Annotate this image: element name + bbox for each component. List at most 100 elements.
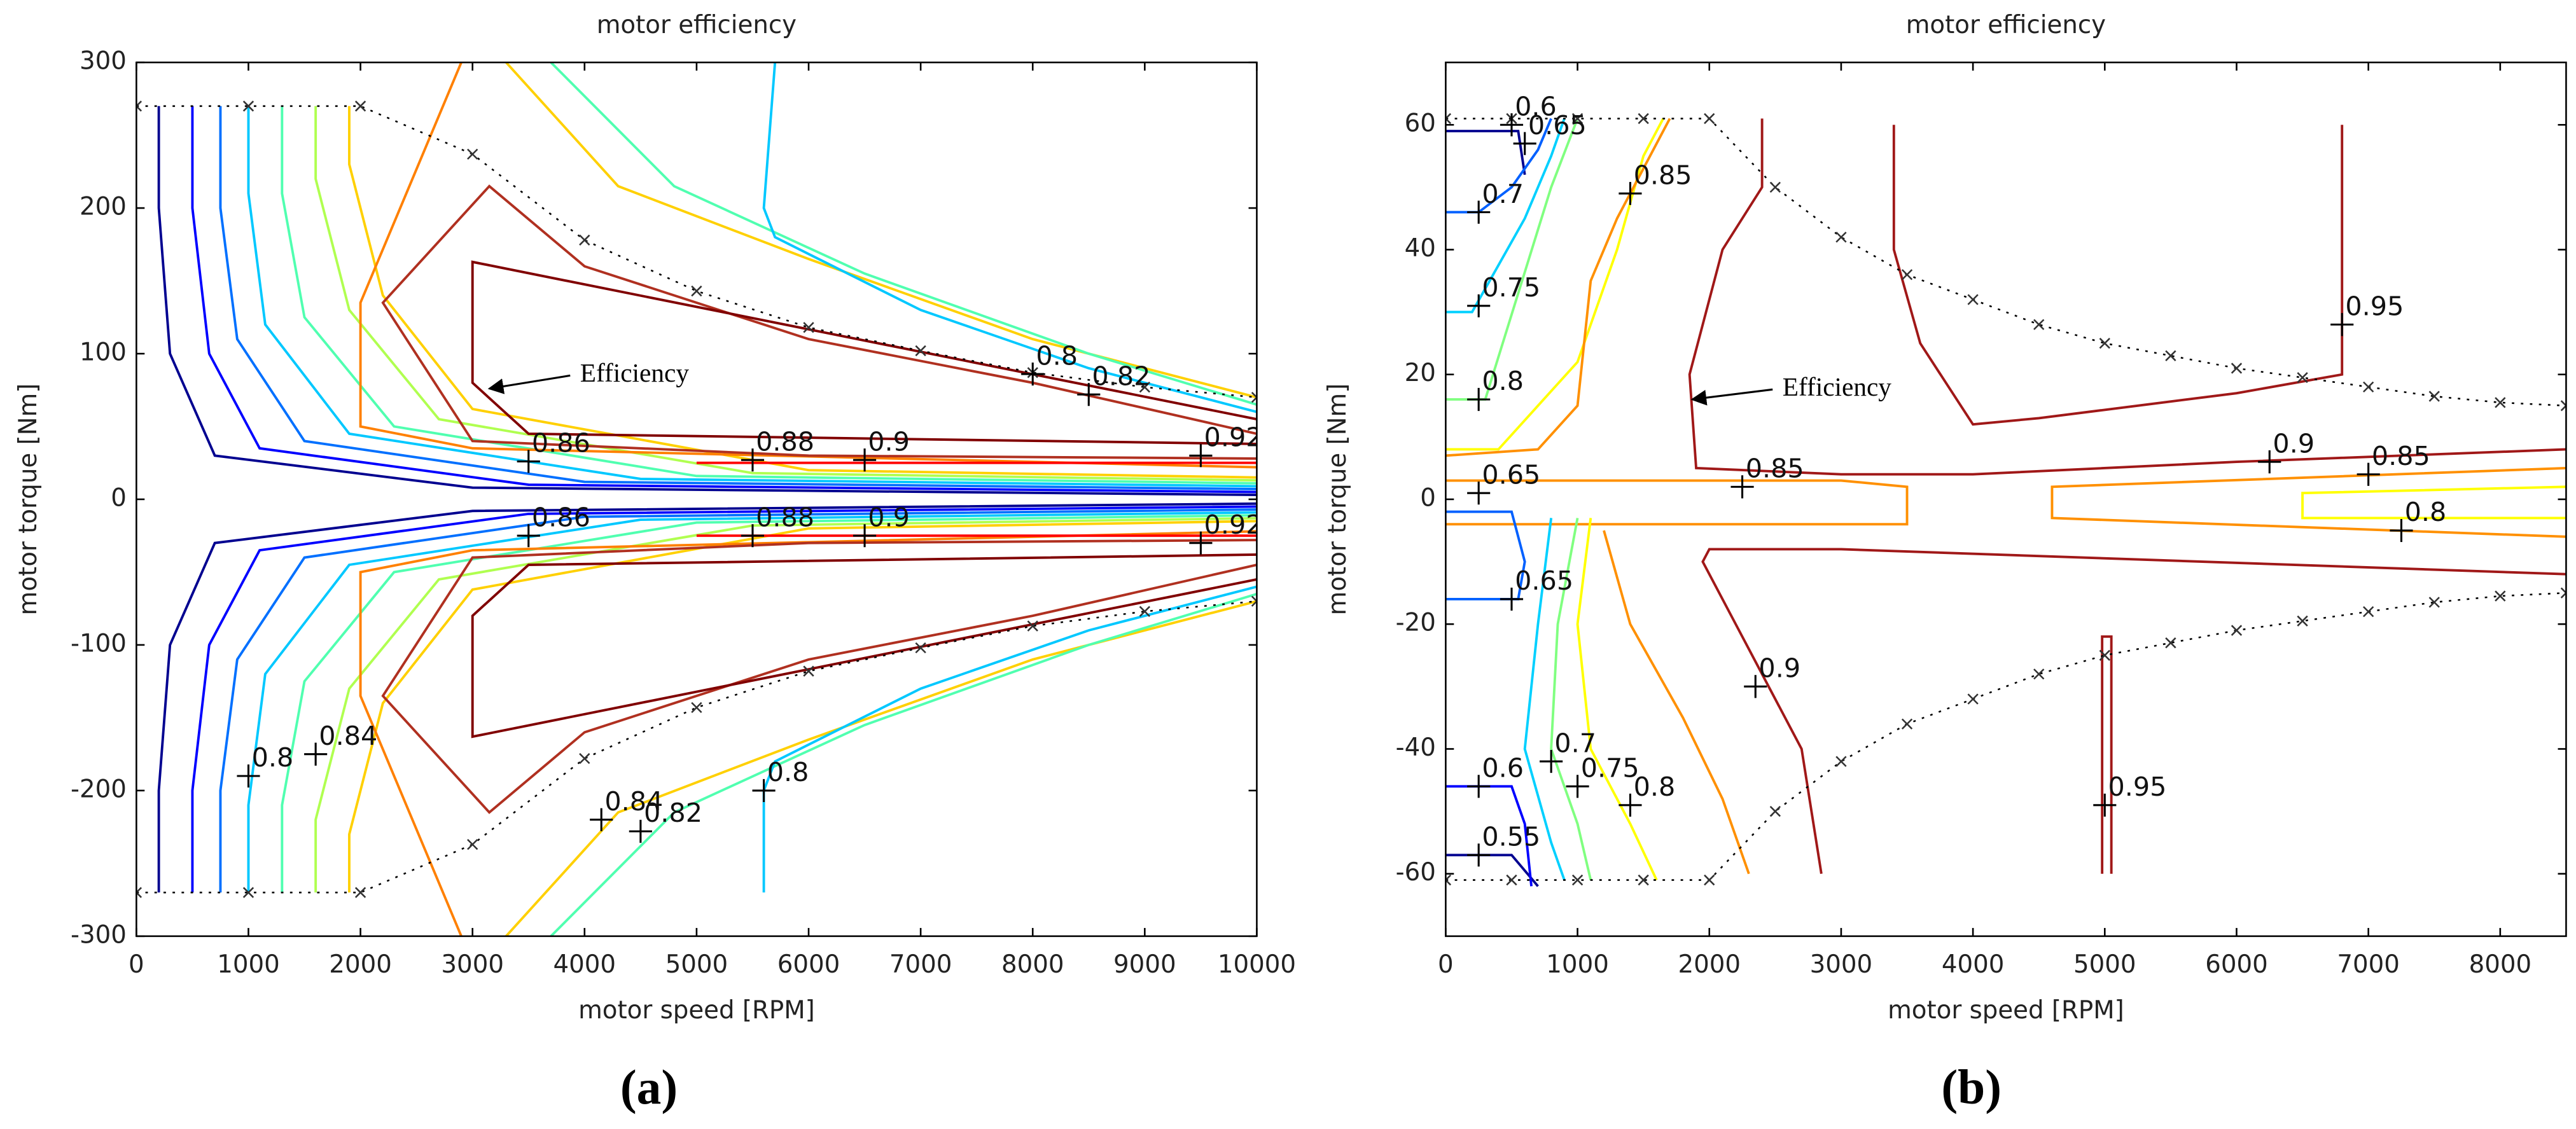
max-torque-marker (1139, 382, 1150, 393)
contour-line (1603, 530, 1750, 875)
contour-label: 0.9 (868, 502, 910, 532)
max-torque-marker (1835, 756, 1847, 767)
max-torque-marker (803, 665, 814, 677)
contour-label: 0.88 (756, 426, 814, 457)
contour-line (191, 505, 1257, 893)
contour-label: 0.65 (1515, 565, 1573, 596)
x-axis-label: motor speed [RPM] (578, 996, 815, 1025)
x-axis-label: motor speed [RPM] (1888, 996, 2124, 1025)
max-torque-marker (136, 100, 143, 112)
label-cross (752, 779, 776, 802)
label-cross (853, 524, 877, 548)
x-tick-label: 9000 (1113, 950, 1176, 979)
label-cross (741, 448, 765, 472)
y-tick-label: -60 (1396, 858, 1436, 887)
max-torque-marker (2231, 363, 2243, 374)
max-torque-marker (1445, 113, 1452, 125)
max-torque-marker (2033, 319, 2045, 330)
y-tick-label: 40 (1405, 234, 1436, 263)
contour-line (550, 62, 1257, 406)
contour-line (314, 516, 1257, 893)
max-torque-marker (467, 148, 478, 160)
max-torque-marker (915, 345, 926, 357)
label-cross (1467, 294, 1491, 317)
max-torque-marker (2560, 400, 2566, 412)
contour-label: 0.88 (756, 502, 814, 532)
contour-line (281, 514, 1257, 893)
contour-line (1445, 118, 1664, 451)
contour-label: 0.92 (1204, 509, 1263, 540)
x-tick-label: 3000 (441, 950, 504, 979)
max-torque-marker (1139, 606, 1150, 617)
contour-label: 0.6 (1482, 753, 1524, 784)
contour-label: 0.65 (1528, 110, 1587, 141)
y-tick-label: 100 (80, 338, 127, 367)
contour-line (157, 502, 1257, 893)
max-torque-marker (1967, 693, 1979, 705)
x-tick-label: 2000 (329, 950, 392, 979)
label-cross (1467, 200, 1491, 224)
contour-label: 0.84 (604, 786, 663, 817)
contour-line (359, 62, 1257, 469)
contour-line (1550, 518, 1592, 880)
plot-area (1445, 62, 2566, 936)
label-cross (1467, 843, 1491, 867)
contour-label: 0.85 (2372, 441, 2430, 471)
max-torque-marker (1769, 181, 1781, 193)
contour-label: 0.8 (1036, 340, 1078, 371)
x-tick-label: 2000 (1678, 950, 1741, 979)
contour-line (359, 530, 1257, 936)
contour-line (1576, 518, 1658, 881)
contour-label: 0.6 (1515, 91, 1557, 121)
max-torque-marker (1027, 620, 1038, 632)
contours: 0.86 0.88 0.9 0.92 0.8 0.82 0.86 0.88 0.9 0.92 0.8… (136, 62, 1263, 936)
max-torque-marker (467, 838, 478, 850)
label-cross (1744, 675, 1767, 698)
x-tick-label: 0 (129, 950, 144, 979)
label-cross (1730, 475, 1754, 499)
contour-line (247, 106, 1257, 488)
x-tick-label: 5000 (665, 950, 728, 979)
contour-line (1445, 130, 1526, 176)
max-torque-marker (354, 100, 366, 112)
label-cross (1189, 531, 1213, 555)
y-tick-label: -40 (1396, 733, 1436, 762)
contour-line (2050, 466, 2566, 538)
label-cross (1467, 775, 1491, 798)
max-torque-marker (2495, 397, 2506, 408)
panel-caption: (a) (620, 1060, 678, 1114)
x-tick-label: 0 (1438, 950, 1454, 979)
x-tick-label: 7000 (2337, 950, 2400, 979)
label-cross (853, 448, 877, 472)
contour-label: 0.84 (319, 721, 377, 751)
label-cross (629, 819, 652, 843)
y-axis-label: motor torque [Nm] (1323, 384, 1352, 616)
label-cross (1500, 113, 1524, 137)
max-torque-marker (2099, 649, 2110, 661)
max-torque-marker (1901, 718, 1913, 730)
contour-line (314, 106, 1257, 482)
contour-label: 0.85 (1746, 454, 1804, 484)
max-torque-line (1445, 118, 2566, 407)
contour-line (219, 106, 1257, 490)
x-tick-label: 3000 (1810, 950, 1873, 979)
max-torque-marker (915, 642, 926, 654)
contour-line (157, 106, 1257, 497)
contour-line (2101, 635, 2113, 874)
max-torque-marker (136, 887, 143, 898)
x-tick-label: 4000 (553, 950, 616, 979)
chart-title: motor efficiency (597, 11, 797, 39)
y-tick-label: 60 (1405, 109, 1436, 138)
y-tick-label: 300 (80, 47, 127, 76)
contour-line (348, 106, 1257, 479)
y-tick-label: -100 (71, 629, 127, 658)
max-torque-marker (691, 702, 702, 714)
max-torque-marker (1571, 874, 1584, 886)
x-tick-label: 5000 (2073, 950, 2136, 979)
contour-line (762, 585, 1257, 893)
label-cross (304, 742, 328, 766)
x-tick-label: 6000 (777, 950, 840, 979)
label-cross (2357, 462, 2380, 486)
